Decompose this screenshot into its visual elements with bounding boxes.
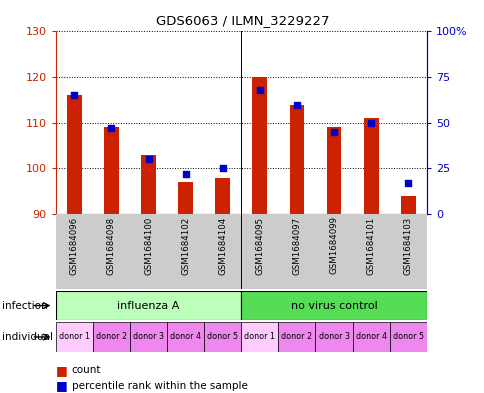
Text: GSM1684098: GSM1684098 xyxy=(106,217,116,275)
Text: percentile rank within the sample: percentile rank within the sample xyxy=(72,381,247,391)
Text: no virus control: no virus control xyxy=(290,301,377,310)
Bar xyxy=(241,214,278,289)
Bar xyxy=(315,214,352,289)
Bar xyxy=(315,322,352,352)
Text: donor 3: donor 3 xyxy=(133,332,164,342)
Bar xyxy=(241,322,278,352)
Text: GSM1684104: GSM1684104 xyxy=(218,217,227,275)
Point xyxy=(330,129,337,135)
Bar xyxy=(93,322,130,352)
Bar xyxy=(389,214,426,289)
Text: GSM1684095: GSM1684095 xyxy=(255,217,264,275)
Text: donor 5: donor 5 xyxy=(392,332,423,342)
Bar xyxy=(130,322,166,352)
Text: donor 1: donor 1 xyxy=(244,332,275,342)
Bar xyxy=(56,214,93,289)
Bar xyxy=(204,214,241,289)
Bar xyxy=(166,322,204,352)
Text: GDS6063 / ILMN_3229227: GDS6063 / ILMN_3229227 xyxy=(155,14,329,27)
Bar xyxy=(252,77,267,214)
Point xyxy=(404,180,411,186)
Point xyxy=(218,165,226,172)
Text: donor 4: donor 4 xyxy=(355,332,386,342)
Bar xyxy=(215,178,230,214)
Point xyxy=(144,156,152,162)
Bar xyxy=(352,214,389,289)
Text: donor 4: donor 4 xyxy=(170,332,201,342)
Bar xyxy=(93,214,130,289)
Point xyxy=(182,171,189,177)
Bar xyxy=(352,322,389,352)
Point xyxy=(292,101,300,108)
Bar xyxy=(326,127,341,214)
Text: ■: ■ xyxy=(56,379,67,393)
Bar xyxy=(241,291,426,320)
Bar xyxy=(389,322,426,352)
Text: donor 1: donor 1 xyxy=(59,332,90,342)
Text: ■: ■ xyxy=(56,364,67,377)
Text: influenza A: influenza A xyxy=(117,301,180,310)
Text: donor 3: donor 3 xyxy=(318,332,349,342)
Bar xyxy=(204,322,241,352)
Point xyxy=(70,92,78,99)
Bar xyxy=(141,155,156,214)
Bar xyxy=(400,196,415,214)
Text: GSM1684102: GSM1684102 xyxy=(181,217,190,275)
Text: GSM1684100: GSM1684100 xyxy=(144,217,153,275)
Text: GSM1684103: GSM1684103 xyxy=(403,217,412,275)
Bar xyxy=(289,105,304,214)
Bar xyxy=(278,322,315,352)
Bar xyxy=(130,214,166,289)
Bar xyxy=(178,182,193,214)
Text: infection: infection xyxy=(2,301,48,310)
Text: GSM1684099: GSM1684099 xyxy=(329,217,338,274)
Text: donor 2: donor 2 xyxy=(281,332,312,342)
Text: GSM1684101: GSM1684101 xyxy=(366,217,375,275)
Bar xyxy=(363,118,378,214)
Bar xyxy=(67,95,82,214)
Point xyxy=(107,125,115,131)
Text: count: count xyxy=(72,365,101,375)
Text: GSM1684097: GSM1684097 xyxy=(292,217,301,275)
Point xyxy=(366,119,374,126)
Bar xyxy=(56,291,241,320)
Bar xyxy=(278,214,315,289)
Text: donor 5: donor 5 xyxy=(207,332,238,342)
Text: individual: individual xyxy=(2,332,53,342)
Bar xyxy=(56,322,93,352)
Text: donor 2: donor 2 xyxy=(96,332,127,342)
Bar xyxy=(104,127,119,214)
Point xyxy=(256,87,263,93)
Bar xyxy=(166,214,204,289)
Text: GSM1684096: GSM1684096 xyxy=(70,217,79,275)
